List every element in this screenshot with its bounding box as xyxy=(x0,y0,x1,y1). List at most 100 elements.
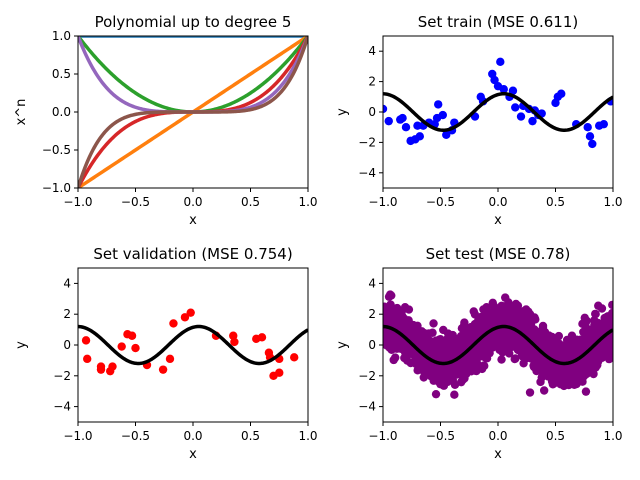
y-tick-label: 4 xyxy=(63,276,71,290)
data-point xyxy=(501,305,510,314)
data-point xyxy=(448,330,457,340)
fit-line xyxy=(78,324,308,366)
data-point xyxy=(438,110,447,120)
data-point xyxy=(608,300,613,310)
data-point xyxy=(456,331,466,341)
y-axis-label: y xyxy=(335,108,350,116)
data-point xyxy=(486,308,496,317)
data-point xyxy=(411,335,420,345)
data-point xyxy=(460,368,469,378)
subplot-4: −1.0 −0.5 0.0 0.5 1.0 −4 −2 0 2 4 Set test (MSE 0.… xyxy=(335,245,623,462)
data-point xyxy=(392,305,401,314)
data-point xyxy=(431,389,441,399)
data-point xyxy=(117,342,126,351)
y-tick-label: −1.0 xyxy=(42,181,71,195)
data-point xyxy=(524,307,533,316)
fit-line xyxy=(383,324,613,366)
data-point xyxy=(96,365,106,374)
data-point xyxy=(503,339,513,348)
x-axis-label: x xyxy=(494,213,502,228)
data-point xyxy=(485,348,494,358)
data-point xyxy=(399,323,408,332)
data-point xyxy=(427,348,436,358)
y-tick-label: −0.5 xyxy=(42,143,71,157)
data-point xyxy=(230,337,239,347)
chart-title: Set validation (MSE 0.754) xyxy=(93,245,292,263)
data-point xyxy=(383,104,388,114)
x-axis-label: x xyxy=(189,213,197,228)
x-tick-label: −0.5 xyxy=(426,429,455,443)
y-tick-label: 1.0 xyxy=(52,29,71,43)
data-point xyxy=(588,139,597,149)
data-point xyxy=(127,331,137,340)
data-point xyxy=(422,341,431,350)
data-point xyxy=(83,354,92,364)
plot-area xyxy=(383,290,613,399)
data-point xyxy=(517,349,527,359)
series-line-degree-5 xyxy=(78,36,308,188)
data-point xyxy=(511,103,520,112)
x-axis-label: x xyxy=(189,447,197,462)
data-point xyxy=(432,375,441,384)
data-point xyxy=(580,371,589,380)
data-point xyxy=(496,57,505,67)
x-tick-label: 0.0 xyxy=(488,429,507,443)
plot-area xyxy=(78,308,308,380)
y-tick-label: 0 xyxy=(63,338,71,352)
data-point xyxy=(601,315,610,325)
data-point xyxy=(439,343,449,353)
y-axis-label: y xyxy=(14,341,29,349)
data-point xyxy=(480,317,489,327)
y-tick-label: 0 xyxy=(368,338,376,352)
data-point xyxy=(434,100,443,109)
data-point xyxy=(180,313,190,322)
data-point xyxy=(468,357,477,367)
y-tick-label: 4 xyxy=(368,276,376,290)
data-point xyxy=(589,332,599,341)
data-point xyxy=(169,319,178,328)
data-point xyxy=(529,361,538,370)
data-point xyxy=(508,307,518,316)
data-point xyxy=(81,336,91,345)
data-point xyxy=(454,363,463,372)
data-point xyxy=(442,130,451,139)
data-point xyxy=(508,86,518,95)
y-tick-label: −4 xyxy=(358,400,376,414)
data-point xyxy=(554,368,564,378)
subplot-3: −1.0 −0.5 0.0 0.5 1.0 −4 −2 0 2 4 Set validation (… xyxy=(14,245,318,462)
data-point xyxy=(525,388,535,397)
y-tick-label: −4 xyxy=(358,166,376,180)
data-point xyxy=(590,316,599,325)
y-axis-label: y xyxy=(335,341,350,349)
data-point xyxy=(510,354,519,364)
data-point xyxy=(585,132,595,141)
data-point xyxy=(131,343,140,353)
data-point xyxy=(186,308,195,317)
x-tick-label: 0.0 xyxy=(183,429,202,443)
data-point xyxy=(575,358,585,368)
data-point xyxy=(566,377,575,387)
subplot-2: −1.0 −0.5 0.0 0.5 1.0 −4 −2 0 2 4 Set train (MSE 0… xyxy=(335,13,623,228)
data-point xyxy=(457,377,466,387)
data-point xyxy=(555,349,564,358)
data-point xyxy=(471,364,481,373)
chart-title: Set train (MSE 0.611) xyxy=(418,13,578,31)
x-tick-label: 1.0 xyxy=(603,429,622,443)
data-point xyxy=(599,119,608,129)
data-point xyxy=(460,318,469,327)
y-tick-label: 0.5 xyxy=(52,67,71,81)
data-point xyxy=(421,362,430,371)
data-point xyxy=(384,116,393,126)
data-point xyxy=(582,316,591,326)
data-point xyxy=(562,349,572,358)
y-tick-label: 2 xyxy=(63,307,71,321)
data-point xyxy=(275,368,284,377)
data-point xyxy=(604,354,613,364)
data-point xyxy=(554,331,564,341)
data-point xyxy=(429,319,438,328)
data-point xyxy=(547,366,556,375)
y-tick-label: −2 xyxy=(53,369,71,383)
data-point xyxy=(499,85,508,94)
data-point xyxy=(158,365,168,374)
